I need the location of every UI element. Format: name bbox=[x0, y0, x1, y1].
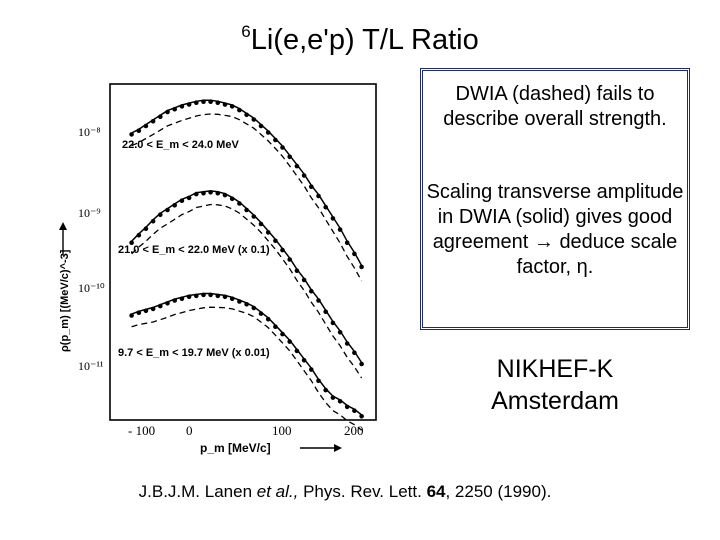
dashed-model-curve bbox=[131, 113, 363, 282]
y-tick-label: 10⁻¹⁰ bbox=[78, 281, 105, 295]
lab-label: NIKHEF-K Amsterdam bbox=[491, 355, 619, 415]
dashed-model-curve bbox=[131, 203, 363, 379]
solid-model-curve bbox=[131, 99, 363, 266]
data-point bbox=[359, 264, 364, 270]
data-point bbox=[359, 361, 364, 367]
panel-label-1: 22.0 < E_m < 24.0 MeV bbox=[122, 139, 239, 151]
plot-frame bbox=[109, 83, 377, 421]
dashed-model-curve bbox=[131, 306, 362, 431]
x-axis-arrowhead bbox=[334, 444, 342, 452]
data-point bbox=[359, 414, 364, 419]
panel-label-2: 21.0 < E_m < 22.0 MeV (x 0.1) bbox=[118, 244, 270, 256]
y-tick-label: 10⁻¹¹ bbox=[78, 359, 104, 373]
y-tick-label: 10⁻⁹ bbox=[78, 206, 101, 220]
dwia-explanation-box: DWIA (dashed) fails to describe overall … bbox=[420, 68, 690, 330]
solid-model-curve bbox=[131, 292, 363, 416]
x-tick-label: - 100 bbox=[128, 423, 155, 438]
x-axis-label: p_m [MeV/c] bbox=[200, 441, 271, 455]
scaling-text: Scaling transverse amplitude in DWIA (so… bbox=[426, 181, 684, 278]
data-point bbox=[129, 240, 134, 245]
right-arrow-icon: → bbox=[533, 231, 554, 253]
y-axis-label: ρ(p_m) [(MeV/c)^-3] bbox=[59, 249, 71, 352]
dwia-text: DWIA (dashed) fails to describe overall … bbox=[443, 83, 667, 130]
x-tick-label: 100 bbox=[272, 423, 292, 438]
x-tick-label: 0 bbox=[186, 423, 193, 438]
reference-citation: J.B.J.M. Lanen et al., Phys. Rev. Lett. … bbox=[138, 482, 552, 501]
y-tick-label: 10⁻⁸ bbox=[78, 125, 101, 139]
x-tick-label: 200 bbox=[344, 423, 364, 438]
plot-data-layer bbox=[129, 99, 364, 431]
solid-model-curve bbox=[131, 190, 363, 364]
y-axis-arrowhead bbox=[59, 222, 67, 230]
panel-label-3: 9.7 < E_m < 19.7 MeV (x 0.01) bbox=[118, 347, 270, 359]
slide-title: 6Li(e,e'p) T/L Ratio bbox=[241, 22, 479, 56]
